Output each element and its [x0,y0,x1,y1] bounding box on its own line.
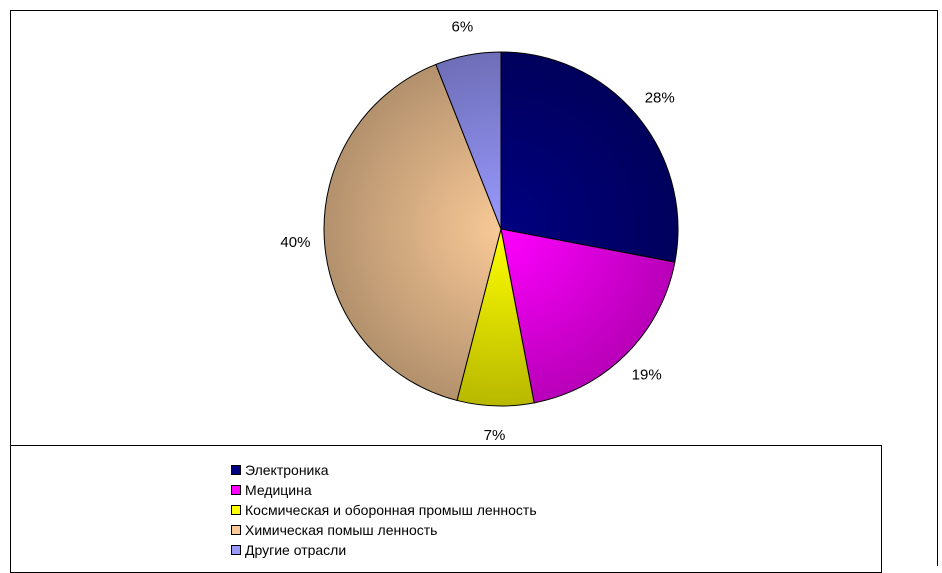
legend-label-other-industries: Другие отрасли [245,542,347,558]
legend-item-aerospace-defense: Космическая и оборонная промыш ленность [231,500,537,520]
legend: Электроника Медицина Космическая и оборо… [10,445,882,573]
legend-label-aerospace-defense: Космическая и оборонная промыш ленность [245,502,537,518]
legend-swatch-medicine [231,485,241,495]
slice-label-electronics: 28% [645,90,675,107]
legend-swatch-chemical-industry [231,525,241,535]
legend-label-medicine: Медицина [245,482,312,498]
legend-swatch-electronics [231,465,241,475]
slice-label-chemical-industry: 40% [280,234,310,251]
pie-slice-chemical-industry [323,63,502,402]
legend-item-electronics: Электроника [231,460,537,480]
legend-item-other-industries: Другие отрасли [231,540,537,560]
chart-area: 28% 19% 7% 40% 6% Электроника Медицина Косми… [10,10,938,573]
pie-slice-medicine [500,228,676,404]
legend-swatch-other-industries [231,545,241,555]
pie-slice-electronics [500,51,679,263]
legend-swatch-aerospace-defense [231,505,241,515]
slice-label-aerospace-defense: 7% [484,427,506,444]
pie-slice-other-industries [435,51,502,230]
slice-label-medicine: 19% [632,367,662,384]
slice-label-other-industries: 6% [452,19,474,36]
legend-label-electronics: Электроника [245,462,329,478]
legend-label-chemical-industry: Химическая помыш ленность [245,522,438,538]
legend-item-medicine: Медицина [231,480,537,500]
legend-item-chemical-industry: Химическая помыш ленность [231,520,537,540]
pie-chart: 28% 19% 7% 40% 6% [280,19,679,444]
